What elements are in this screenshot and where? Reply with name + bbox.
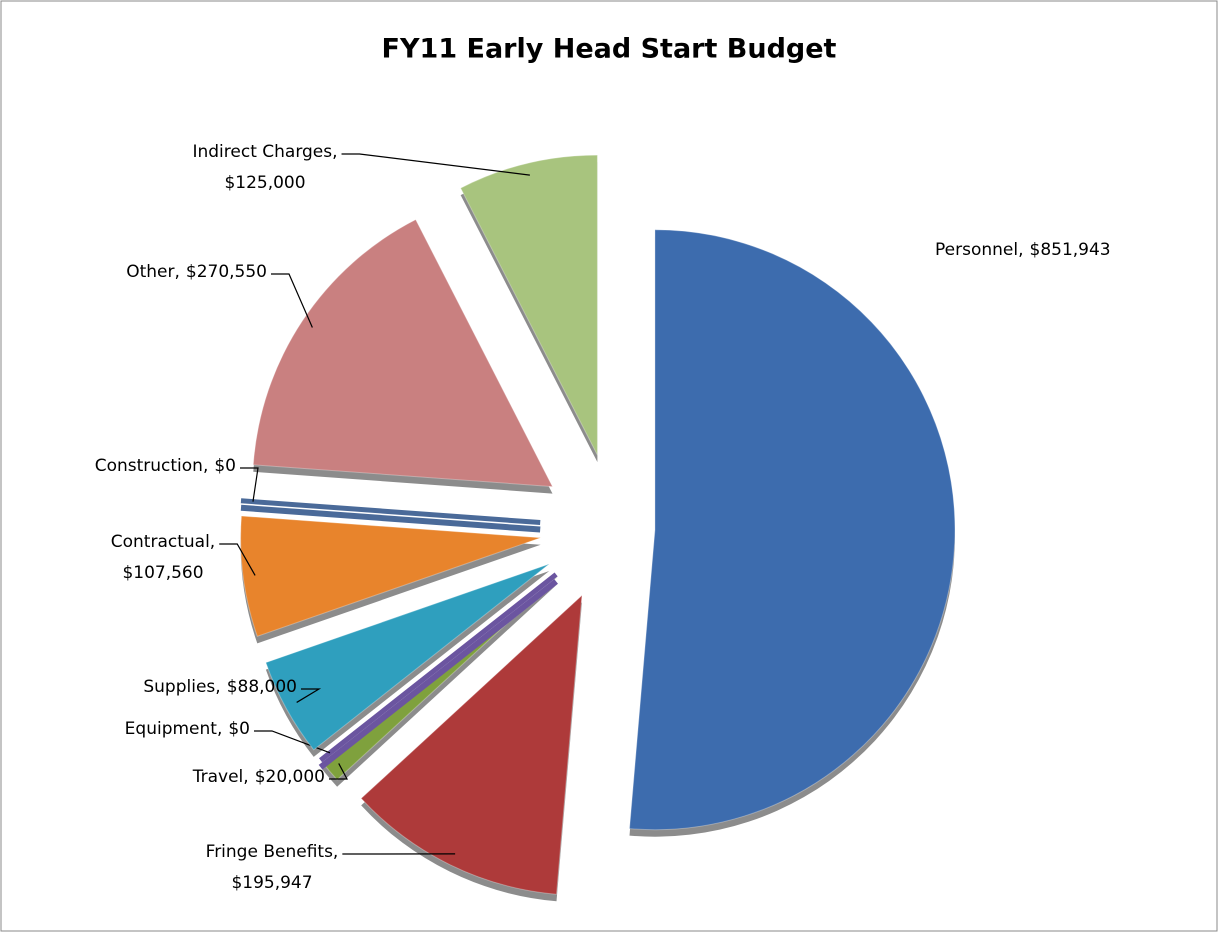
data-label-category: Construction, <box>95 456 209 476</box>
data-label: $107,560 <box>122 563 203 583</box>
data-label-category: Supplies, <box>143 677 220 697</box>
data-label-category: Personnel, <box>935 240 1024 260</box>
data-label-category: Equipment, <box>125 719 223 739</box>
data-label: $125,000 <box>224 173 305 193</box>
data-label-value: $88,000 <box>227 677 297 697</box>
data-label-category: Other, <box>126 262 180 282</box>
data-label-value: $0 <box>228 719 250 739</box>
chart-title: FY11 Early Head Start Budget <box>382 34 837 65</box>
data-label: $195,947 <box>231 873 312 893</box>
data-label: Fringe Benefits, <box>206 842 339 862</box>
data-label: Supplies, $88,000 <box>143 677 297 697</box>
data-label: Indirect Charges, <box>192 142 337 162</box>
data-label-value: $851,943 <box>1030 240 1111 260</box>
data-label-category: Travel, <box>192 767 249 787</box>
data-label-value: $270,550 <box>186 262 267 282</box>
data-label: Other, $270,550 <box>126 262 267 282</box>
data-label-value: $20,000 <box>255 767 325 787</box>
data-label: Travel, $20,000 <box>192 767 325 787</box>
data-label: Construction,$0 <box>95 456 236 476</box>
data-label-value: $0 <box>214 456 236 476</box>
data-label: Personnel, $851,943 <box>935 240 1111 260</box>
data-label: Contractual, <box>111 532 215 552</box>
data-label: Equipment,$0 <box>125 719 250 739</box>
